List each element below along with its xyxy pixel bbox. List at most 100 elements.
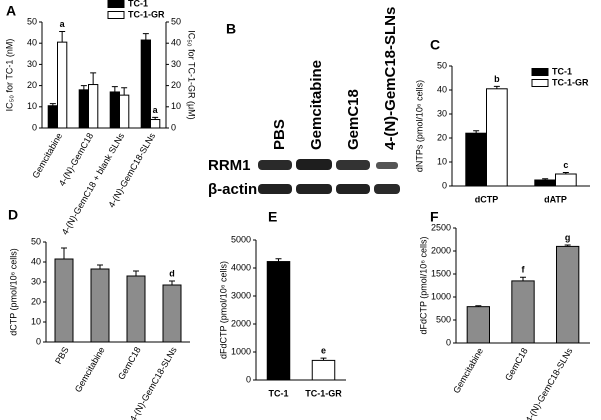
y-axis-label: dNTPs (pmol/10⁶ cells) bbox=[414, 80, 424, 172]
y-tick-label: 2500 bbox=[431, 222, 451, 232]
y-tick-label: 20 bbox=[31, 296, 41, 306]
error-bar bbox=[152, 116, 159, 120]
bar bbox=[78, 89, 89, 129]
band-label: β-actin bbox=[208, 181, 257, 198]
error-bar bbox=[111, 86, 118, 92]
bar bbox=[465, 132, 487, 187]
panel-letter: B bbox=[226, 21, 236, 37]
y-tick-label: 50 bbox=[31, 236, 41, 246]
y-axis-label: IC₅₀ for TC-1 (nM) bbox=[4, 39, 14, 112]
y-tick-label: 1000 bbox=[231, 346, 251, 356]
significance-label: d bbox=[169, 268, 175, 278]
x-tick-label: dATP bbox=[544, 194, 567, 204]
bar bbox=[109, 91, 120, 129]
error-bar bbox=[121, 87, 128, 96]
y-tick-label: 50 bbox=[437, 60, 447, 70]
legend-swatch bbox=[531, 79, 549, 87]
lane-label: Gemcitabine bbox=[308, 60, 325, 150]
y2-tick-label: 20 bbox=[171, 80, 181, 90]
y2-tick-label: 0 bbox=[171, 122, 176, 132]
bar bbox=[466, 306, 490, 344]
error-bar bbox=[475, 305, 482, 307]
significance-label: c bbox=[563, 160, 568, 170]
blot-band bbox=[258, 160, 292, 170]
x-tick-label: 4-(N)-GemC18 + blank SLNs bbox=[60, 131, 127, 237]
legend-label: TC-1 bbox=[128, 0, 148, 8]
bar bbox=[555, 173, 577, 187]
x-tick-label: TC-1-GR bbox=[305, 388, 342, 398]
bar bbox=[162, 284, 182, 343]
western-blot bbox=[258, 159, 400, 194]
x-tick-label: TC-1 bbox=[269, 388, 289, 398]
bar bbox=[119, 94, 130, 129]
bar bbox=[54, 258, 74, 343]
legend-label: TC-1-GR bbox=[128, 9, 165, 19]
bar bbox=[534, 179, 556, 187]
error-bar bbox=[564, 244, 571, 247]
bar bbox=[486, 88, 508, 187]
x-tick-label: 4-(N)-GemC18-SLNs bbox=[524, 346, 575, 420]
bar bbox=[511, 280, 535, 344]
blot-band bbox=[376, 162, 398, 169]
bar bbox=[88, 84, 99, 129]
y-axis-label: dCTP (pmol/10⁶ cells) bbox=[8, 248, 18, 336]
y2-tick-label: 50 bbox=[171, 16, 181, 26]
significance-label: a bbox=[60, 19, 66, 29]
y-tick-label: 20 bbox=[27, 80, 37, 90]
error-bar bbox=[542, 178, 549, 180]
error-bar bbox=[90, 72, 97, 85]
legend-label: TC-1 bbox=[552, 66, 572, 76]
y-tick-label: 5000 bbox=[231, 234, 251, 244]
significance-label: e bbox=[321, 346, 326, 356]
y-tick-label: 10 bbox=[31, 316, 41, 326]
error-bar bbox=[49, 103, 56, 106]
blot-band bbox=[258, 184, 292, 194]
y-tick-label: 0 bbox=[36, 336, 41, 346]
error-bar bbox=[493, 85, 500, 89]
error-bar bbox=[320, 357, 327, 361]
panel-letter: C bbox=[430, 37, 440, 53]
lane-label: 4-(N)-GemC18-SLNs bbox=[382, 7, 399, 150]
lane-label: GemC18 bbox=[345, 89, 362, 150]
significance-label: b bbox=[494, 74, 500, 84]
panel-letter: A bbox=[6, 3, 16, 19]
panel-letter: F bbox=[430, 209, 439, 225]
significance-label: f bbox=[522, 265, 526, 275]
bar bbox=[150, 119, 161, 129]
y-tick-label: 4000 bbox=[231, 262, 251, 272]
y2-axis-label: IC₅₀ for TC-1-GR (μM) bbox=[187, 30, 197, 119]
x-tick-label: Gemcitabine bbox=[30, 131, 64, 180]
y2-tick-label: 40 bbox=[171, 38, 181, 48]
error-bar bbox=[97, 264, 103, 269]
error-bar bbox=[520, 276, 526, 281]
y-tick-label: 40 bbox=[31, 256, 41, 266]
y-tick-label: 20 bbox=[437, 132, 447, 142]
panel-letter: D bbox=[8, 207, 18, 223]
band-label: RRM1 bbox=[208, 157, 251, 174]
y-tick-label: 0 bbox=[442, 180, 447, 190]
error-bar bbox=[473, 130, 480, 134]
error-bar bbox=[142, 33, 149, 41]
legend-swatch bbox=[531, 68, 549, 76]
blot-band bbox=[296, 159, 332, 170]
x-tick-label: GemC18 bbox=[116, 345, 143, 381]
error-bar bbox=[133, 270, 139, 276]
y-tick-label: 3000 bbox=[231, 290, 251, 300]
y-tick-label: 40 bbox=[437, 84, 447, 94]
significance-label: g bbox=[565, 232, 571, 242]
bar bbox=[47, 105, 59, 129]
y-tick-label: 30 bbox=[437, 108, 447, 118]
error-bar bbox=[169, 280, 175, 285]
y2-tick-label: 30 bbox=[171, 59, 181, 69]
y-tick-label: 40 bbox=[27, 38, 37, 48]
blot-band bbox=[336, 184, 370, 194]
bar bbox=[126, 275, 146, 343]
y-tick-label: 0 bbox=[32, 122, 37, 132]
bar bbox=[57, 41, 68, 129]
y-tick-label: 2000 bbox=[231, 318, 251, 328]
error-bar bbox=[61, 247, 67, 259]
y-tick-label: 0 bbox=[246, 374, 251, 384]
y-tick-label: 500 bbox=[436, 314, 451, 324]
blot-band bbox=[296, 184, 332, 194]
